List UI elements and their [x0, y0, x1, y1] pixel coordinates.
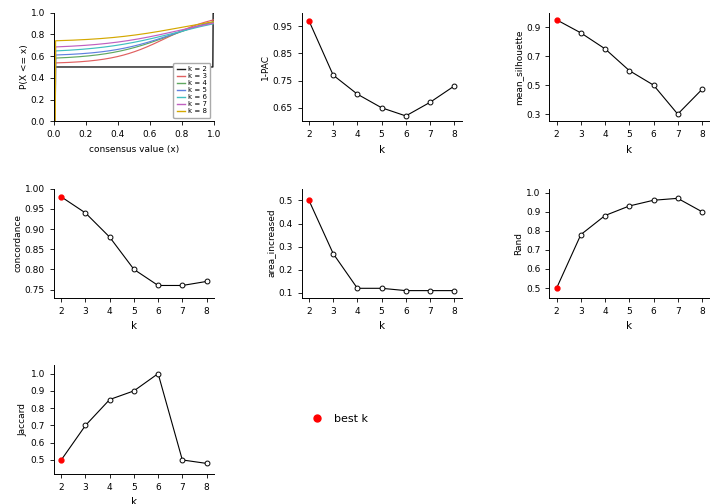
k = 7: [210, 20, 218, 26]
k = 4: [125, 46, 134, 52]
k = 6: [210, 21, 218, 27]
k = 8: [50, 118, 58, 124]
k = 2: [206, 64, 215, 70]
k = 5: [181, 27, 189, 33]
k = 5: [145, 39, 153, 45]
k = 8: [210, 19, 218, 25]
X-axis label: k: k: [626, 145, 632, 155]
X-axis label: k: k: [379, 145, 384, 155]
Line: k = 6: k = 6: [54, 24, 214, 121]
k = 3: [127, 50, 135, 56]
k = 6: [145, 36, 153, 42]
k = 8: [206, 19, 215, 25]
Y-axis label: area_increased: area_increased: [266, 209, 276, 278]
k = 2: [209, 10, 217, 16]
k = 5: [210, 19, 218, 25]
k = 6: [206, 22, 215, 28]
k = 2: [181, 64, 189, 70]
Y-axis label: Jaccard: Jaccard: [19, 403, 28, 436]
X-axis label: k: k: [131, 321, 137, 331]
k = 5: [125, 44, 134, 50]
Line: k = 3: k = 3: [54, 20, 214, 121]
k = 7: [145, 34, 153, 40]
X-axis label: consensus value (x): consensus value (x): [89, 145, 179, 154]
k = 8: [181, 24, 189, 30]
k = 8: [145, 30, 153, 36]
k = 7: [127, 37, 135, 43]
Y-axis label: 1-PAC: 1-PAC: [261, 54, 270, 80]
Y-axis label: mean_silhouette: mean_silhouette: [514, 29, 523, 105]
k = 3: [206, 18, 215, 24]
k = 3: [136, 46, 145, 52]
k = 8: [136, 31, 145, 37]
k = 2: [125, 64, 134, 70]
k = 6: [127, 40, 135, 46]
k = 7: [206, 21, 215, 27]
Line: k = 5: k = 5: [54, 22, 214, 121]
k = 6: [136, 38, 145, 44]
k = 5: [127, 44, 135, 50]
k = 4: [181, 27, 189, 33]
k = 3: [145, 43, 153, 49]
k = 2: [50, 118, 58, 124]
k = 8: [127, 33, 135, 39]
k = 2: [127, 64, 135, 70]
k = 6: [50, 118, 58, 124]
k = 2: [136, 64, 145, 70]
k = 4: [210, 19, 218, 25]
Y-axis label: Rand: Rand: [514, 232, 523, 255]
k = 5: [136, 41, 145, 47]
Line: k = 7: k = 7: [54, 23, 214, 121]
X-axis label: k: k: [379, 321, 384, 331]
k = 5: [206, 20, 215, 26]
k = 6: [181, 27, 189, 33]
X-axis label: k: k: [131, 497, 137, 504]
k = 5: [50, 118, 58, 124]
k = 7: [125, 37, 134, 43]
k = 4: [136, 43, 145, 49]
k = 4: [206, 20, 215, 26]
k = 3: [181, 26, 189, 32]
Y-axis label: P(X <= x): P(X <= x): [20, 45, 30, 89]
k = 7: [181, 26, 189, 32]
k = 4: [50, 118, 58, 124]
k = 7: [50, 118, 58, 124]
k = 3: [125, 50, 134, 56]
Y-axis label: concordance: concordance: [13, 214, 22, 272]
Legend: k = 2, k = 3, k = 4, k = 5, k = 6, k = 7, k = 8: k = 2, k = 3, k = 4, k = 5, k = 6, k = 7…: [174, 62, 210, 118]
k = 3: [210, 17, 218, 23]
X-axis label: k: k: [626, 321, 632, 331]
k = 4: [127, 45, 135, 51]
k = 2: [145, 64, 153, 70]
k = 2: [210, 10, 218, 16]
Legend: best k: best k: [302, 410, 372, 429]
k = 8: [125, 33, 134, 39]
k = 7: [136, 35, 145, 41]
k = 6: [125, 40, 134, 46]
Line: k = 2: k = 2: [54, 13, 214, 121]
k = 4: [145, 40, 153, 46]
Line: k = 4: k = 4: [54, 22, 214, 121]
k = 3: [50, 118, 58, 124]
Line: k = 8: k = 8: [54, 22, 214, 121]
